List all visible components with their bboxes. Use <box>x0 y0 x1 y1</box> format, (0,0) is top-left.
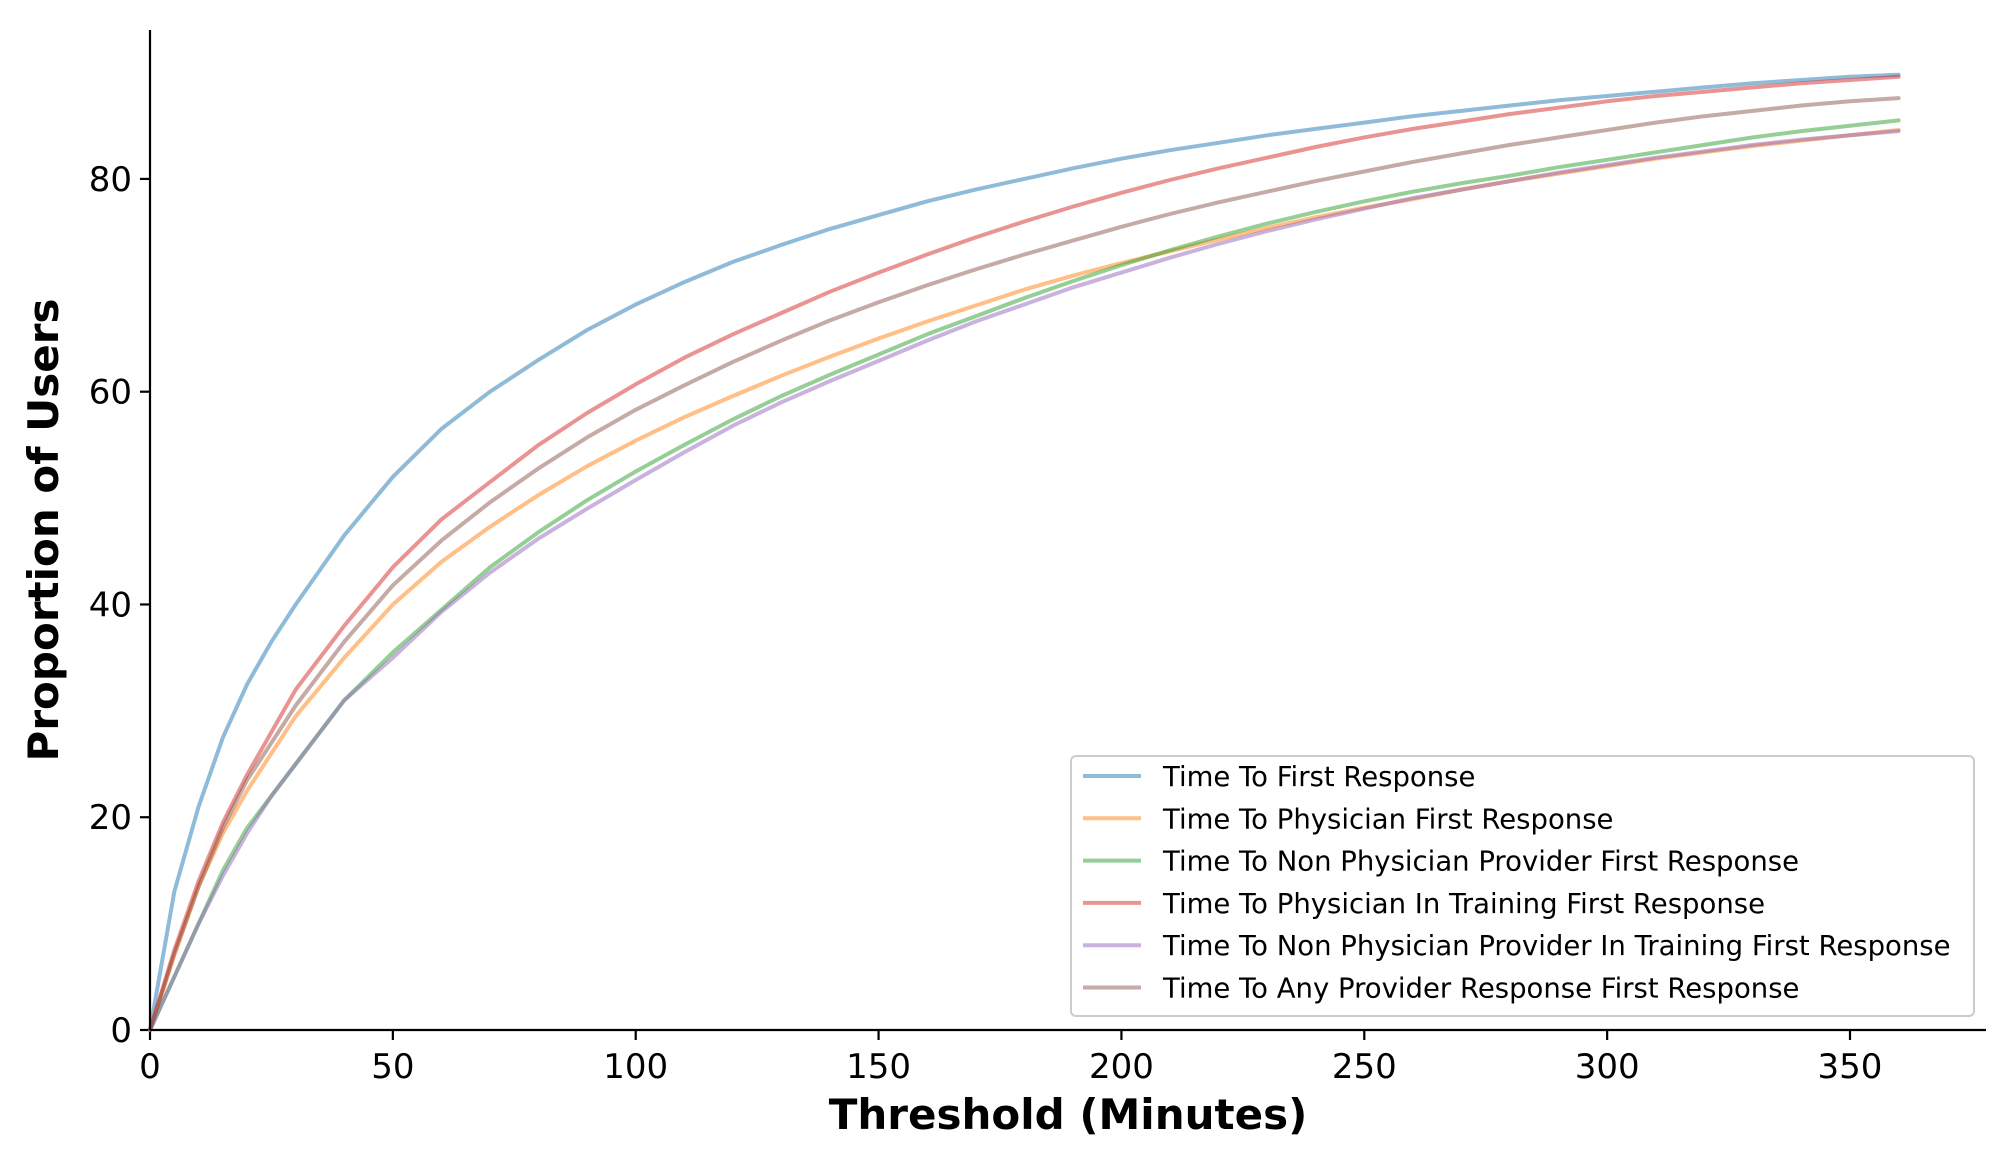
series-line-4 <box>148 74 1901 1032</box>
x-tick-label: 250 <box>1332 1047 1397 1087</box>
legend-entries: Time To First Response Time To Physician … <box>1083 761 1951 1005</box>
x-tick-label: 50 <box>371 1047 414 1087</box>
y-axis-ticks: 0 20 40 60 80 <box>89 160 150 1051</box>
legend-label: Time To Physician In Training First Resp… <box>1162 888 1765 920</box>
legend-label: Time To Non Physician Provider First Res… <box>1162 846 1799 878</box>
y-axis-title: Proportion of Users <box>19 299 68 762</box>
legend: Time To First Response Time To Physician … <box>1070 755 1975 1017</box>
legend-label: Time To First Response <box>1162 761 1475 793</box>
series-line-5 <box>148 129 1901 1032</box>
series-line-6 <box>148 96 1901 1032</box>
series-line-1 <box>148 72 1901 1032</box>
legend-frame <box>1070 755 1975 1017</box>
x-tick-label: 150 <box>846 1047 911 1087</box>
legend-label: Time To Physician First Response <box>1162 803 1613 835</box>
plot-lines <box>148 72 1901 1032</box>
legend-label: Time To Any Provider Response First Resp… <box>1162 973 1799 1005</box>
x-tick-label: 200 <box>1089 1047 1154 1087</box>
y-tick-label: 40 <box>89 585 132 625</box>
x-tick-label: 0 <box>139 1047 161 1087</box>
y-tick-label: 20 <box>89 798 132 838</box>
y-tick-label: 60 <box>89 373 132 413</box>
x-tick-label: 350 <box>1818 1047 1883 1087</box>
x-axis-title: Threshold (Minutes) <box>829 1090 1308 1139</box>
y-tick-label: 0 <box>110 1011 132 1051</box>
legend-label: Time To Non Physician Provider In Traini… <box>1162 930 1951 962</box>
y-tick-label: 80 <box>89 160 132 200</box>
x-axis-ticks: 0 50 100 150 200 250 300 350 <box>139 1030 1882 1087</box>
x-tick-label: 100 <box>603 1047 668 1087</box>
x-tick-label: 300 <box>1575 1047 1640 1087</box>
